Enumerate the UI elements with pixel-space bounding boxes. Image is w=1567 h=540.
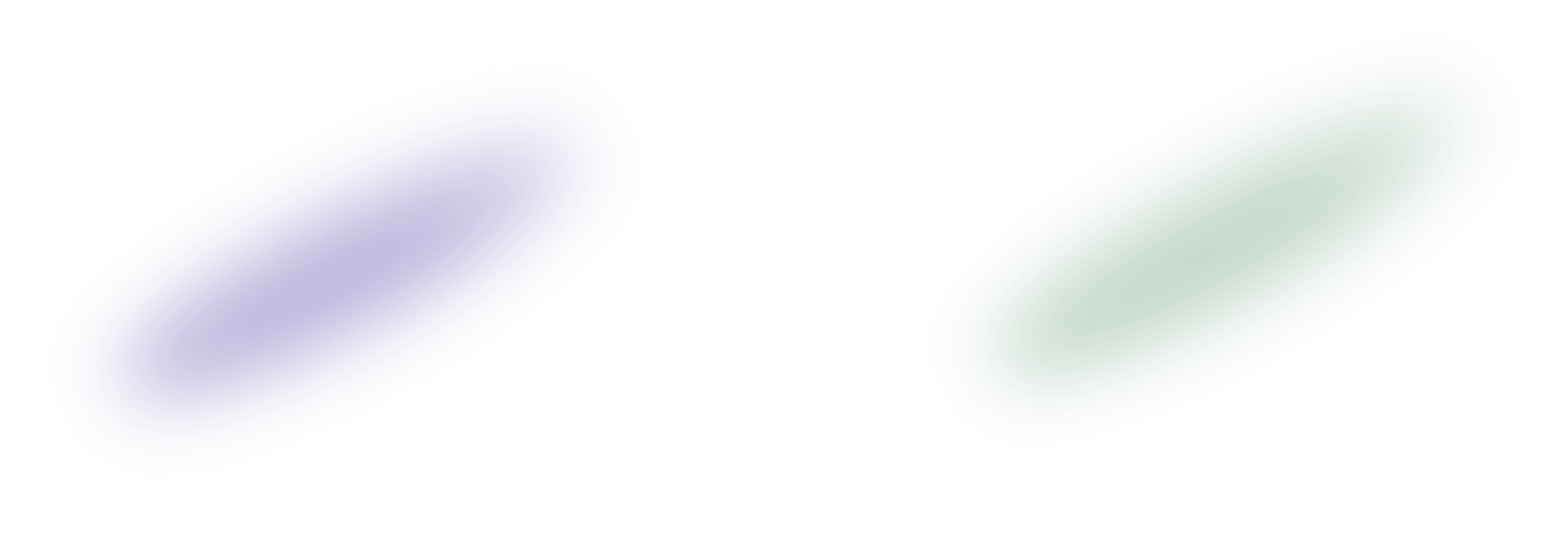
purple-blur-blob [92, 89, 608, 441]
green-blur-blob [964, 51, 1496, 419]
